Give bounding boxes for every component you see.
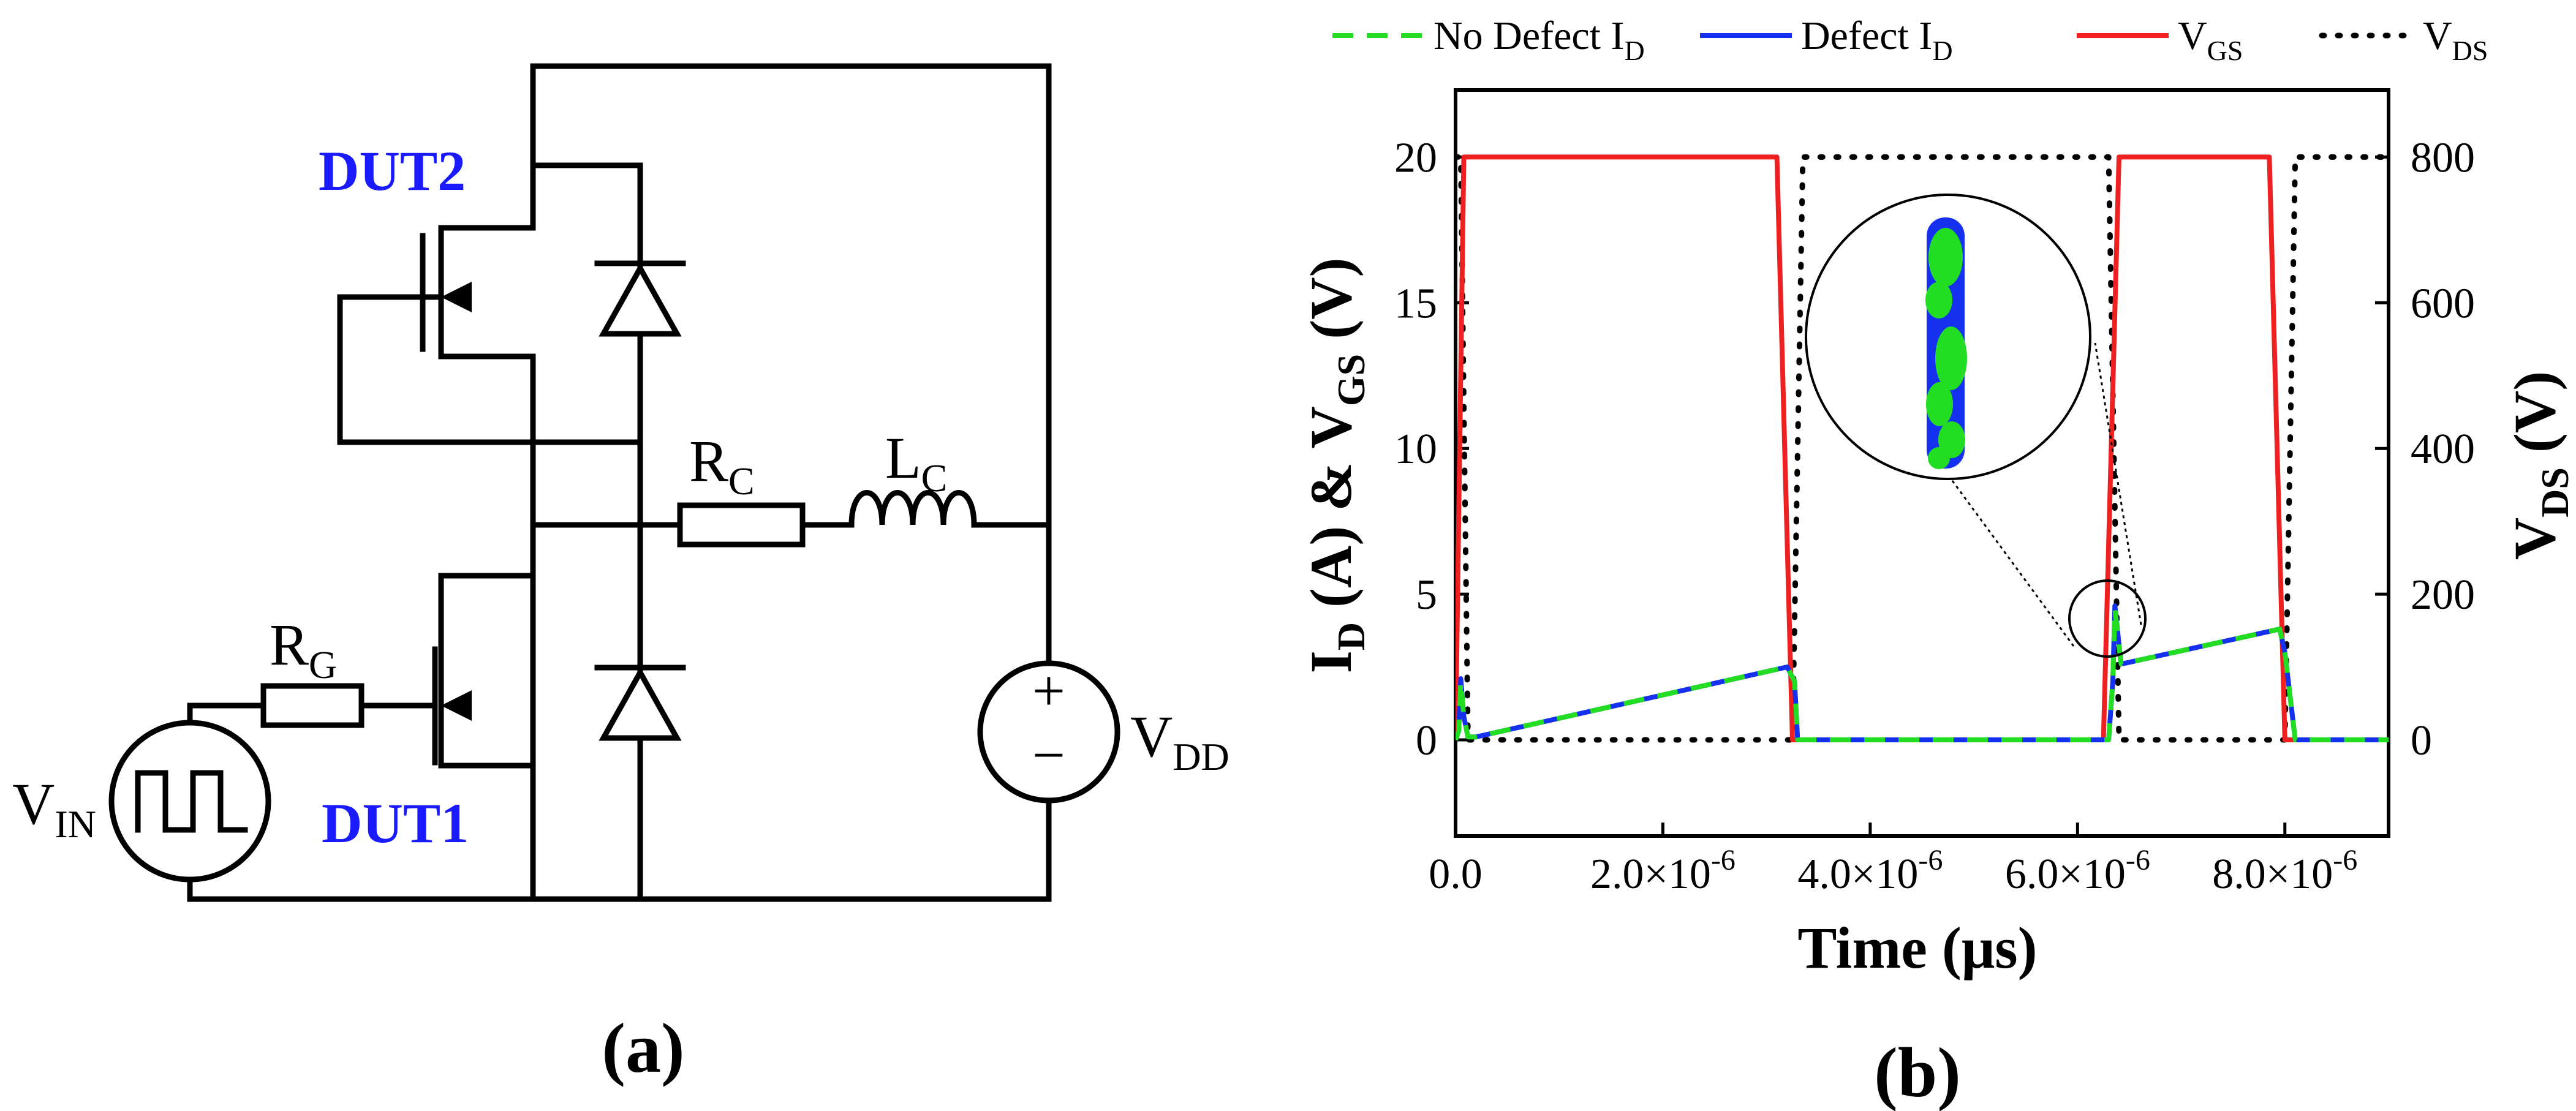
dut1-diode xyxy=(594,665,686,741)
inset-guide-line xyxy=(2094,342,2142,625)
panel-b-caption: (b) xyxy=(1874,1034,1961,1111)
series-line-1 xyxy=(1456,603,2389,742)
circuit-diagram: + − DUT2 DUT1 RC LC RG VIN VDD (a) xyxy=(12,63,1229,1088)
vdd-label: VDD xyxy=(1130,704,1229,778)
dut2-label: DUT2 xyxy=(319,140,466,202)
rg-resistor xyxy=(260,683,364,728)
x-tick-label: 6.0×10-6 xyxy=(2005,844,2150,898)
y-right-tick-label: 800 xyxy=(2411,134,2475,181)
dut1-label: DUT1 xyxy=(322,792,469,854)
dut1-mosfet xyxy=(432,637,472,769)
y-left-tick-label: 20 xyxy=(1394,134,1437,181)
lc-inductor xyxy=(848,490,977,528)
vin-source xyxy=(108,720,271,883)
minus-sign: − xyxy=(1032,722,1065,788)
series-layer xyxy=(1456,154,2389,743)
lc-label: LC xyxy=(885,425,947,500)
chart: 0.0 2.0×10-6 4.0×10-6 6.0×10-6 8.0×10-6 0 5 10… xyxy=(1298,13,2576,1111)
legend-label: Defect ID xyxy=(1801,13,1953,66)
inset-nodefect-blob xyxy=(1935,326,1967,390)
circuit-wires xyxy=(187,63,1052,902)
panel-a-caption: (a) xyxy=(602,1009,684,1088)
y-left-tick-label: 15 xyxy=(1394,280,1437,327)
legend-label: No Defect ID xyxy=(1433,13,1645,66)
dut2-mosfet xyxy=(420,225,472,360)
legend-label: VDS xyxy=(2423,13,2488,66)
y-left-axis-title: ID (A) & VGS (V) xyxy=(1298,257,1373,673)
x-tick-label: 8.0×10-6 xyxy=(2212,844,2357,898)
inset-nodefect-blob xyxy=(1926,382,1953,426)
dut1-body-arrow-icon xyxy=(441,690,472,721)
y-right-tick-label: 600 xyxy=(2411,280,2475,327)
inset-nodefect-blob xyxy=(1938,421,1965,458)
diode-triangle-icon xyxy=(599,666,682,741)
y-left-tick-label: 10 xyxy=(1394,426,1437,473)
x-tick-label: 4.0×10-6 xyxy=(1797,844,1943,898)
y-right-tick-label: 400 xyxy=(2411,426,2475,473)
legend-label: VGS xyxy=(2178,13,2243,66)
inset-nodefect-blob xyxy=(1928,228,1963,287)
plus-sign: + xyxy=(1032,658,1065,723)
inset-nodefect-blob xyxy=(1925,282,1952,318)
legend: No Defect ID Defect ID VGS VDS xyxy=(1332,13,2488,66)
rc-resistor xyxy=(677,502,806,548)
inset-nodefect-blob xyxy=(1928,447,1950,469)
square-wave-icon xyxy=(135,770,248,833)
x-axis-ticks: 0.0 2.0×10-6 4.0×10-6 6.0×10-6 8.0×10-6 xyxy=(1429,823,2357,898)
zoom-target-circle xyxy=(2068,579,2147,658)
y-right-axis-ticks: 0 200 400 600 800 xyxy=(2375,134,2475,764)
x-tick-label: 0.0 xyxy=(1429,851,1483,898)
y-left-tick-label: 0 xyxy=(1416,717,1437,764)
plot-frame xyxy=(1454,88,2390,838)
x-tick-label: 2.0×10-6 xyxy=(1590,844,1736,898)
y-right-tick-label: 200 xyxy=(2411,571,2475,619)
rg-label: RG xyxy=(270,612,337,687)
y-left-tick-label: 5 xyxy=(1416,571,1437,619)
rc-label: RC xyxy=(689,428,755,503)
dut2-body-arrow-icon xyxy=(441,282,472,312)
x-axis-title: Time (μs) xyxy=(1797,915,2037,981)
inset-zoom xyxy=(1805,194,2147,658)
dut2-diode xyxy=(594,260,686,337)
vdd-source: + − xyxy=(977,658,1120,804)
y-right-axis-title: VDS (V) xyxy=(2502,371,2576,560)
diode-triangle-icon xyxy=(599,262,682,337)
y-right-tick-label: 0 xyxy=(2411,717,2432,764)
series-line-0 xyxy=(1456,606,2389,742)
y-left-axis-ticks: 0 5 10 15 20 xyxy=(1394,134,1469,764)
vin-label: VIN xyxy=(12,771,96,846)
